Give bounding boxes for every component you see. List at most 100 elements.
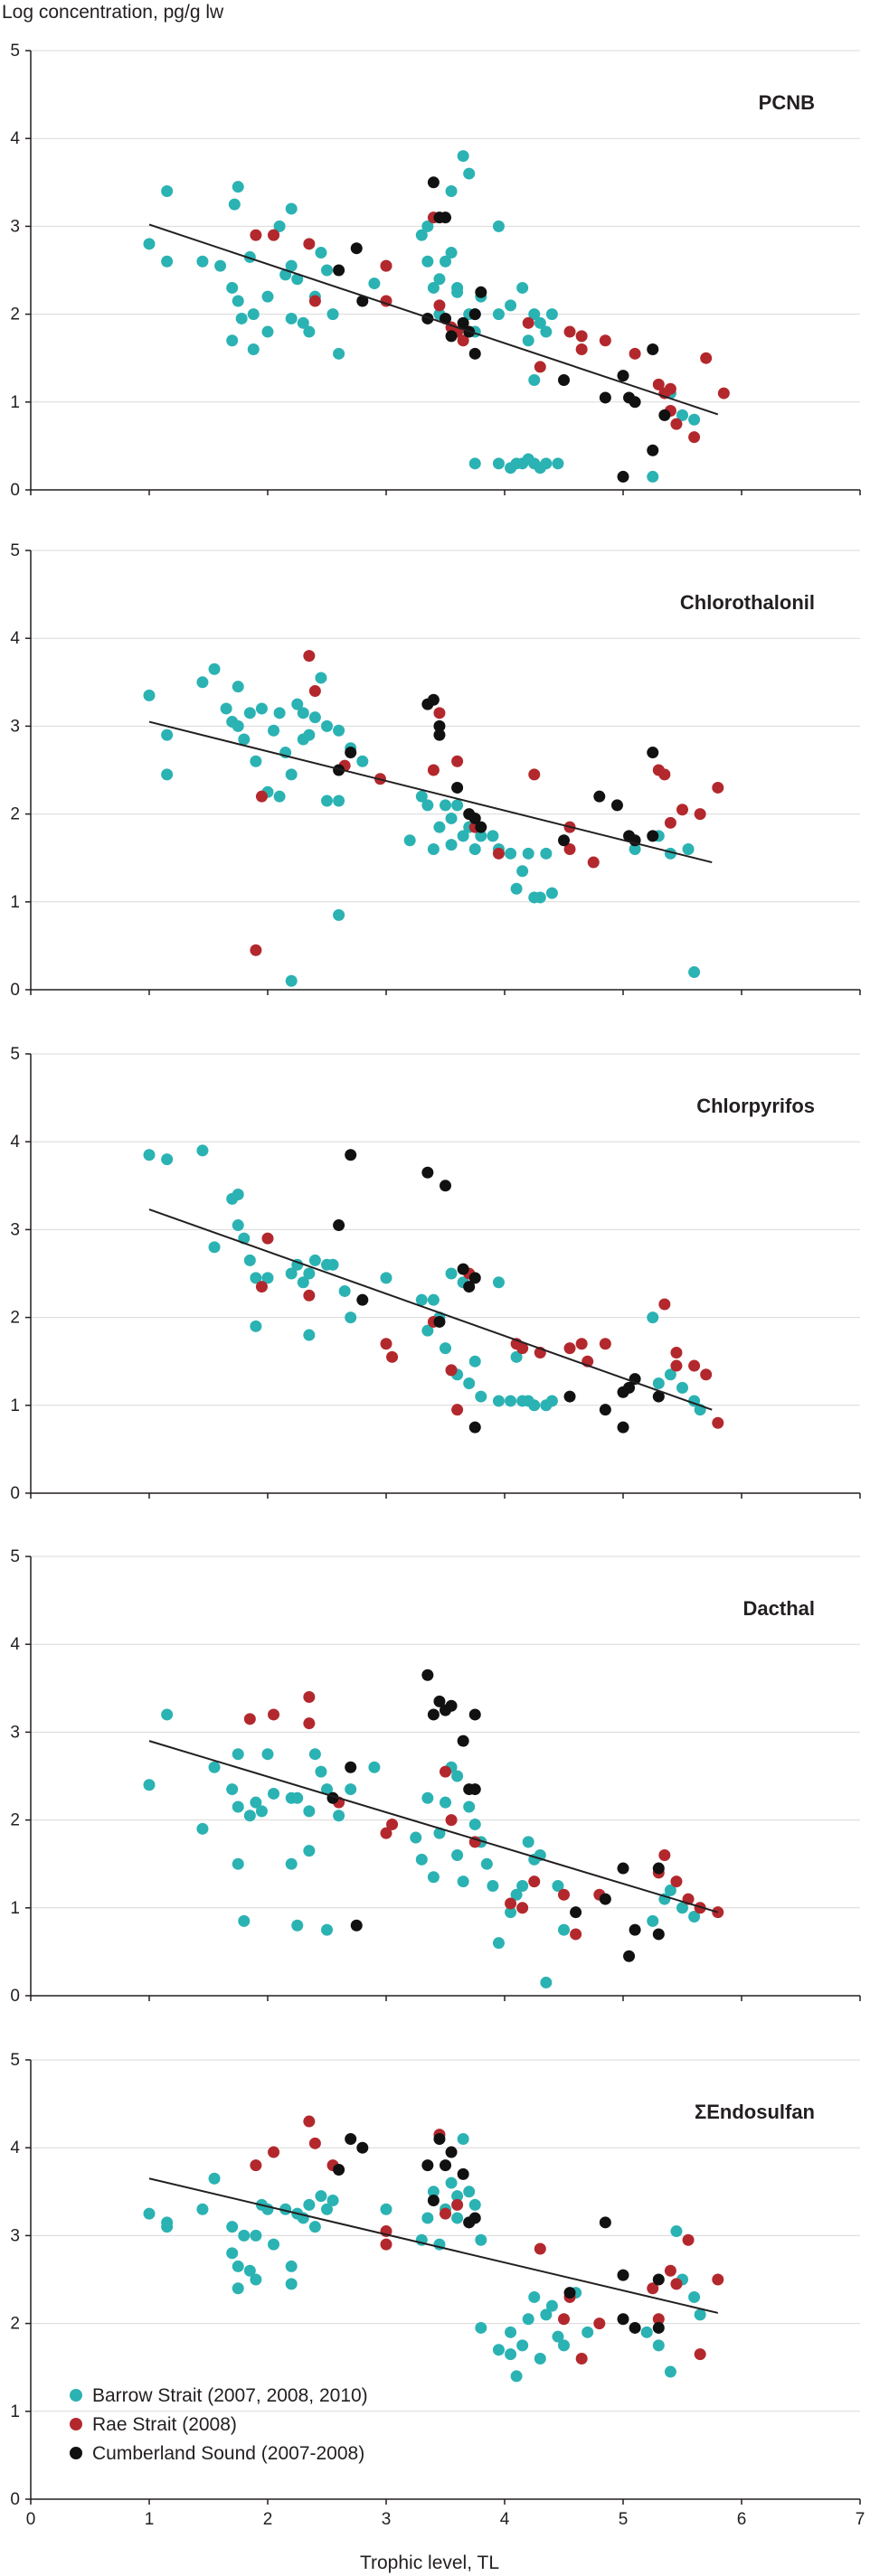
data-point	[445, 812, 458, 824]
y-tick-label: 3	[10, 1723, 20, 1742]
data-point	[255, 790, 268, 803]
data-point	[196, 2203, 209, 2215]
data-point	[243, 1254, 256, 1266]
data-point	[421, 1791, 434, 1804]
data-point	[220, 702, 232, 715]
data-point	[534, 2242, 546, 2255]
data-point	[386, 1818, 399, 1830]
data-point	[658, 768, 671, 781]
data-point	[563, 1390, 576, 1403]
data-point	[433, 273, 446, 286]
data-point	[652, 1928, 665, 1941]
data-point	[652, 2273, 665, 2286]
data-point	[558, 374, 570, 386]
data-point	[268, 724, 280, 737]
data-point	[326, 1258, 339, 1271]
data-point	[427, 693, 440, 706]
data-point	[273, 220, 286, 232]
data-point	[410, 1831, 422, 1844]
data-point	[522, 847, 534, 860]
data-point	[445, 1699, 458, 1712]
data-point	[433, 719, 446, 732]
data-point	[350, 1919, 363, 1932]
data-point	[421, 220, 434, 232]
data-point	[232, 1748, 244, 1761]
data-point	[308, 1254, 321, 1266]
data-point	[333, 347, 345, 360]
data-point	[528, 1876, 541, 1888]
data-point	[463, 167, 476, 180]
series	[333, 693, 659, 847]
data-point	[143, 1149, 156, 1161]
data-point	[451, 2212, 464, 2224]
data-point	[238, 2229, 251, 2242]
data-point	[433, 729, 446, 741]
data-point	[463, 1377, 476, 1389]
data-point	[380, 259, 392, 272]
legend: Barrow Strait (2007, 2008, 2010) Rae Stra…	[70, 2385, 368, 2464]
data-point	[623, 1381, 636, 1394]
data-point	[658, 409, 671, 421]
data-point	[492, 2344, 505, 2356]
data-point	[421, 1669, 434, 1681]
data-point	[196, 1144, 209, 1157]
data-point	[617, 1421, 629, 1434]
data-point	[617, 1862, 629, 1875]
data-point	[676, 1381, 688, 1394]
data-point	[516, 865, 529, 878]
data-point	[226, 334, 239, 347]
data-point	[468, 1783, 481, 1796]
data-point	[505, 1906, 517, 1919]
data-point	[563, 325, 576, 338]
data-point	[308, 2221, 321, 2233]
data-point	[421, 1324, 434, 1337]
data-point	[670, 418, 683, 430]
data-point	[427, 1871, 440, 1884]
data-point	[161, 255, 174, 268]
data-point	[664, 2365, 676, 2378]
data-point	[558, 1888, 570, 1901]
y-tick-label: 1	[10, 1396, 20, 1415]
data-point	[492, 1276, 505, 1289]
data-point	[196, 255, 209, 268]
data-point	[356, 2141, 369, 2154]
data-point	[403, 834, 416, 847]
data-point	[285, 259, 298, 272]
data-point	[563, 842, 576, 855]
legend-label: Rae Strait (2008)	[92, 2414, 237, 2435]
data-point	[451, 1770, 464, 1782]
data-point	[629, 396, 641, 409]
x-tick-label: 6	[737, 2510, 747, 2529]
data-point	[333, 1810, 345, 1822]
data-point	[468, 308, 481, 321]
y-tick-label: 5	[10, 42, 20, 61]
data-point	[610, 799, 623, 812]
data-point	[516, 1342, 529, 1355]
data-point	[451, 799, 464, 812]
data-point	[268, 2146, 280, 2158]
data-point	[303, 238, 316, 250]
data-point	[510, 1350, 523, 1363]
data-point	[468, 457, 481, 470]
data-point	[440, 255, 451, 268]
data-point	[540, 457, 553, 470]
data-point	[161, 185, 174, 198]
legend-marker	[70, 2389, 82, 2402]
data-point	[457, 1263, 469, 1275]
series	[250, 2115, 724, 2364]
y-tick-label: 2	[10, 2315, 20, 2334]
panel-1: 0 1 2 3 4 5 PCNB	[10, 42, 861, 500]
data-point	[652, 2313, 665, 2326]
data-point	[303, 325, 316, 338]
data-point	[457, 334, 469, 347]
data-point	[421, 255, 434, 268]
series	[333, 2132, 665, 2334]
data-point	[575, 330, 588, 343]
data-point	[427, 764, 440, 776]
data-point	[415, 1853, 428, 1866]
data-point	[617, 370, 629, 382]
data-point	[321, 719, 333, 732]
data-point	[558, 1923, 570, 1936]
data-point	[232, 681, 244, 693]
data-point	[415, 229, 428, 241]
